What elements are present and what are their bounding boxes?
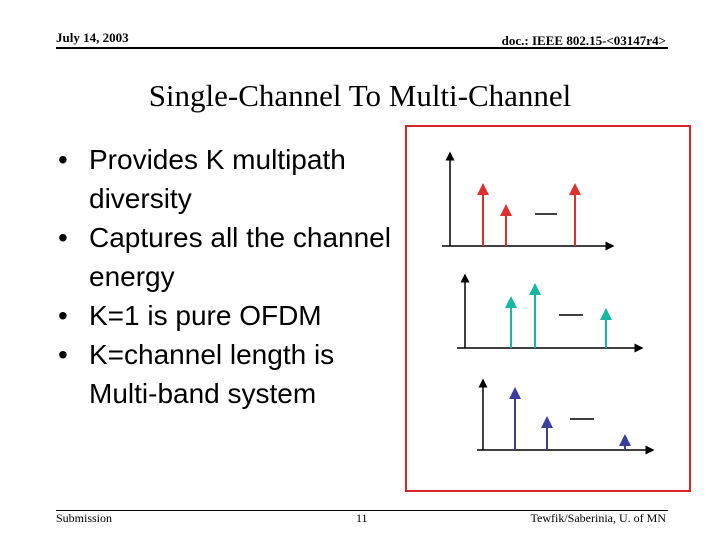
header-rule — [56, 47, 668, 49]
bullet-text: Captures all the channel energy — [89, 222, 391, 292]
bullet-item: • K=channel length is Multi-band system — [58, 335, 398, 413]
figure-frame — [405, 125, 691, 492]
page-number: 11 — [356, 511, 368, 525]
bullet-icon: • — [58, 300, 68, 331]
slide-title: Single-Channel To Multi-Channel — [148, 78, 572, 113]
impulse-plot-3 — [477, 378, 655, 455]
header-doc-id: doc.: IEEE 802.15-<03147r4> — [501, 33, 666, 48]
footer-authors: Tewfik/Saberinia, U. of MN — [530, 511, 666, 525]
bullet-text: Provides K multipath diversity — [89, 144, 346, 214]
bullet-icon: • — [58, 222, 68, 253]
impulse-plot-1 — [442, 151, 615, 251]
bullet-list: • Provides K multipath diversity • Capture… — [58, 140, 398, 413]
bullet-icon: • — [58, 144, 68, 175]
bullet-item: • Captures all the channel energy — [58, 218, 398, 296]
impulse-plot-2 — [457, 273, 644, 353]
channel-impulse-figure — [405, 125, 691, 492]
footer-submission: Submission — [56, 511, 113, 525]
bullet-item: • K=1 is pure OFDM — [58, 296, 398, 335]
header-date: July 14, 2003 — [56, 30, 129, 45]
footer-rule — [56, 510, 668, 511]
bullet-icon: • — [58, 339, 68, 370]
bullet-text: K=1 is pure OFDM — [89, 300, 322, 331]
bullet-item: • Provides K multipath diversity — [58, 140, 398, 218]
bullet-text: K=channel length is Multi-band system — [89, 339, 335, 409]
